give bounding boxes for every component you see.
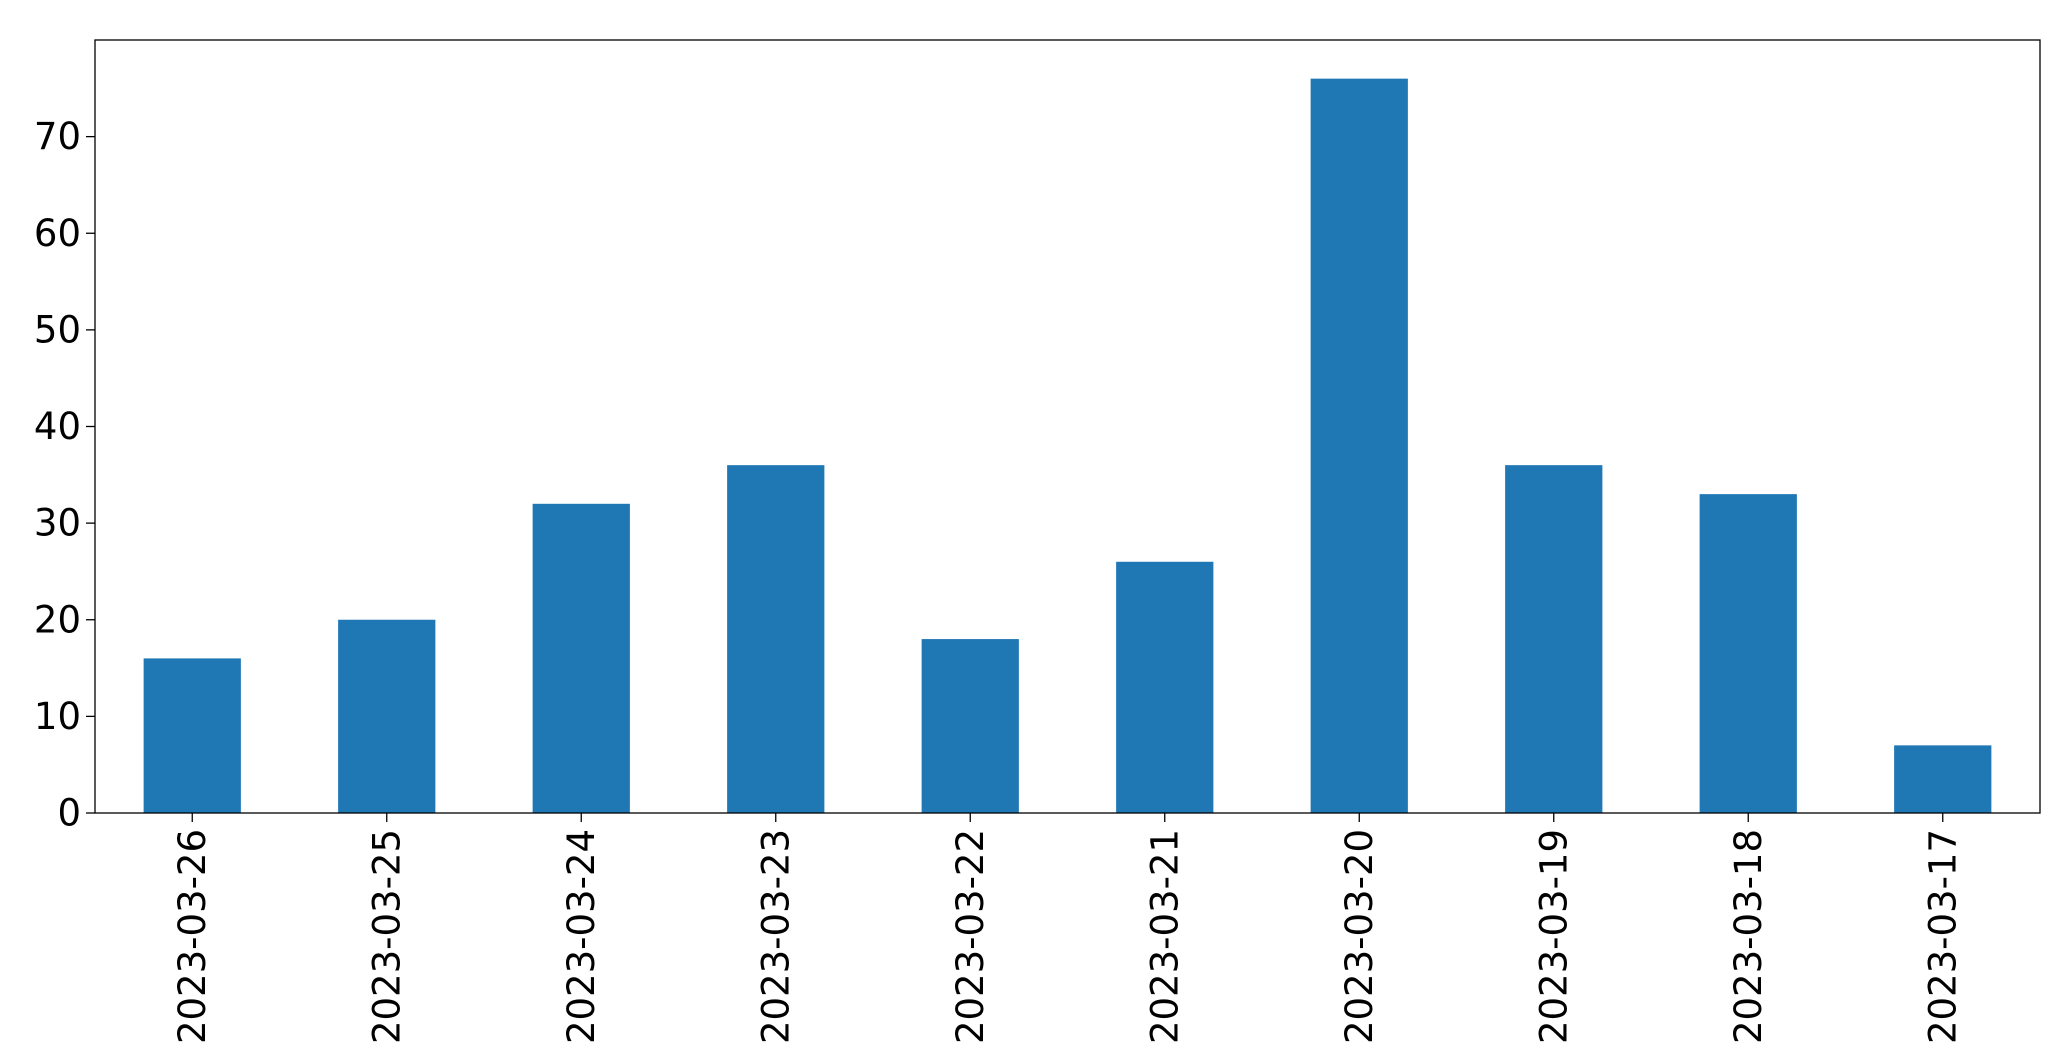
bar-2023-03-24 xyxy=(532,503,630,813)
x-tick-label: 2023-03-18 xyxy=(1727,829,1770,1044)
y-tick-label: 50 xyxy=(34,308,81,351)
bar-2023-03-19 xyxy=(1505,465,1603,813)
y-tick-label: 20 xyxy=(34,598,81,641)
x-tick-label: 2023-03-22 xyxy=(949,829,992,1044)
y-axis: 0 10 20 30 40 50 60 70 xyxy=(34,115,95,835)
y-tick-label: 10 xyxy=(34,695,81,738)
x-tick-label: 2023-03-17 xyxy=(1921,829,1964,1044)
x-tick-label: 2023-03-23 xyxy=(754,829,797,1044)
y-tick-label: 70 xyxy=(34,115,81,158)
x-tick-label: 2023-03-21 xyxy=(1143,829,1186,1044)
y-tick-label: 30 xyxy=(34,502,81,545)
x-tick-label: 2023-03-25 xyxy=(365,829,408,1044)
bars-group xyxy=(143,78,1992,813)
y-tick-label: 0 xyxy=(57,792,81,835)
bar-2023-03-22 xyxy=(921,639,1019,813)
x-tick-label: 2023-03-20 xyxy=(1338,829,1381,1044)
x-tick-label: 2023-03-26 xyxy=(171,829,214,1044)
x-tick-label: 2023-03-19 xyxy=(1532,829,1575,1044)
y-tick-label: 40 xyxy=(34,405,81,448)
bar-2023-03-23 xyxy=(727,465,825,813)
bar-2023-03-21 xyxy=(1116,561,1214,813)
bar-2023-03-25 xyxy=(338,619,436,813)
bar-2023-03-17 xyxy=(1894,745,1992,813)
bar-2023-03-26 xyxy=(143,658,241,813)
bar-2023-03-18 xyxy=(1699,494,1797,813)
x-axis: 2023-03-26 2023-03-25 2023-03-24 2023-03-23… xyxy=(171,813,1964,1044)
y-tick-label: 60 xyxy=(34,212,81,255)
x-tick-label: 2023-03-24 xyxy=(560,829,603,1044)
plot-frame xyxy=(94,39,2041,814)
bar-2023-03-20 xyxy=(1310,78,1408,813)
